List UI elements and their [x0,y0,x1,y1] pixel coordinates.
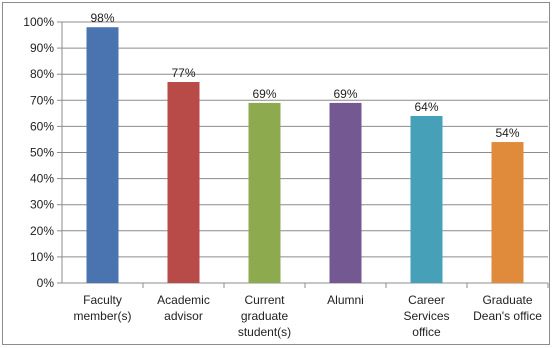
y-tick-label: 20% [30,224,54,238]
category-label: advisor [164,309,203,323]
category-label: Current [244,293,285,307]
y-tick-label: 80% [30,67,54,81]
category-label: Faculty [83,293,122,307]
category-label: Alumni [327,293,364,307]
bar [491,142,524,283]
category-label: Dean's office [473,309,542,323]
y-tick-label: 0% [37,276,55,290]
y-tick-label: 90% [30,41,54,55]
category-label: graduate [241,309,289,323]
bar [86,27,119,283]
data-label: 69% [333,87,357,101]
category-label: student(s) [238,325,291,339]
y-tick-label: 10% [30,250,54,264]
y-tick-label: 30% [30,198,54,212]
bar [410,115,443,284]
category-label: office [412,325,441,339]
bar [248,102,281,283]
data-label: 77% [171,66,195,80]
data-label: 64% [414,100,438,114]
y-tick-label: 40% [30,172,54,186]
y-tick-label: 100% [23,15,54,29]
data-label: 98% [90,11,114,25]
category-label: member(s) [73,309,131,323]
y-tick-label: 50% [30,146,54,160]
category-label: Academic [157,293,210,307]
bar [167,82,200,283]
category-label: Services [403,309,449,323]
data-label: 69% [252,87,276,101]
y-tick-label: 60% [30,119,54,133]
y-tick-label: 70% [30,93,54,107]
category-label: Graduate [482,293,532,307]
bar [329,102,362,283]
category-label: Career [408,293,445,307]
data-label: 54% [495,126,519,140]
